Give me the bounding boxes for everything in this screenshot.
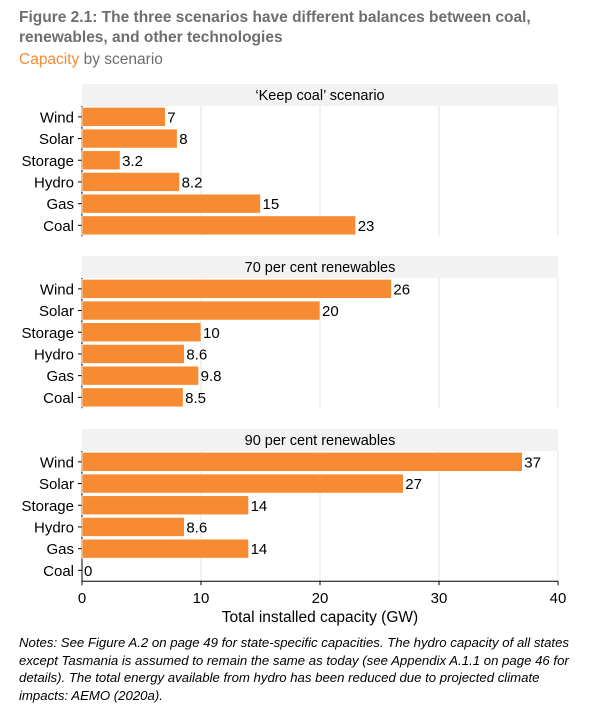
data-label: 10: [203, 325, 220, 342]
data-label: 14: [251, 498, 268, 515]
panel-title-2: 70 per cent renewables: [245, 260, 396, 276]
x-tick-label: 30: [431, 590, 448, 607]
x-tick-label: 10: [193, 590, 210, 607]
bar: [81, 150, 121, 171]
x-tick-label: 20: [312, 590, 329, 607]
data-label: 15: [263, 196, 280, 213]
category-label: Solar: [39, 131, 74, 148]
figure-notes: Notes: See Figure A.2 on page 49 for sta…: [19, 635, 570, 703]
bar: [81, 215, 357, 236]
bar: [81, 344, 185, 364]
data-label: 26: [393, 281, 410, 298]
panel-title-3: 90 per cent renewables: [245, 433, 396, 449]
category-label: Coal: [43, 563, 74, 580]
subtitle-accent: Capacity: [19, 51, 80, 68]
bar: [81, 107, 166, 127]
data-label: 3.2: [122, 153, 143, 170]
bar: [81, 300, 321, 321]
data-label: 20: [322, 303, 339, 320]
figure-subtitle: Capacity by scenario: [19, 50, 163, 70]
category-label: Hydro: [34, 346, 74, 363]
x-tick-label: 40: [550, 590, 567, 607]
bar: [81, 365, 199, 386]
data-label: 37: [524, 454, 541, 471]
data-label: 23: [358, 218, 375, 235]
category-label: Coal: [43, 218, 74, 235]
category-label: Wind: [40, 109, 74, 126]
bar: [81, 128, 178, 149]
data-label: 8: [179, 131, 187, 148]
capacity-bar-chart: ‘Keep coal’ scenario Wind 7 Solar 8 Storage 3.…: [21, 84, 567, 626]
subtitle-rest: by scenario: [79, 51, 163, 68]
panel-header-1: [82, 84, 558, 106]
data-label: 8.5: [185, 390, 206, 407]
data-label: 8.2: [182, 174, 203, 191]
category-label: Solar: [39, 303, 74, 320]
figure-title: Figure 2.1: The three scenarios have dif…: [19, 9, 531, 46]
bar: [81, 279, 392, 299]
category-label: Coal: [43, 390, 74, 407]
bar: [81, 538, 249, 559]
category-label: Wind: [40, 281, 74, 298]
category-label: Wind: [40, 454, 74, 471]
bar: [81, 172, 180, 192]
data-label: 8.6: [186, 346, 207, 363]
bar: [81, 452, 523, 472]
bar: [81, 473, 404, 494]
data-label: 27: [405, 476, 422, 493]
bar: [81, 517, 185, 537]
category-label: Storage: [21, 325, 74, 342]
x-tick-label: 0: [78, 590, 86, 607]
data-label: 9.8: [201, 368, 222, 385]
category-label: Hydro: [34, 519, 74, 536]
category-label: Solar: [39, 476, 74, 493]
x-axis-title: Total installed capacity (GW): [222, 609, 418, 626]
category-label: Gas: [46, 196, 74, 213]
data-label: 8.6: [186, 519, 207, 536]
data-label: 14: [251, 541, 268, 558]
panel-title-1: ‘Keep coal’ scenario: [255, 88, 384, 104]
category-label: Gas: [46, 541, 74, 558]
bar: [81, 495, 249, 516]
bar: [81, 387, 184, 408]
category-label: Storage: [21, 498, 74, 515]
bar: [81, 322, 202, 343]
data-label: 0: [84, 563, 92, 580]
category-label: Storage: [21, 153, 74, 170]
panel-header-2: [82, 256, 558, 278]
category-label: Gas: [46, 368, 74, 385]
category-label: Hydro: [34, 174, 74, 191]
panel-header-3: [82, 429, 558, 451]
bar: [81, 193, 261, 214]
data-label: 7: [167, 109, 175, 126]
